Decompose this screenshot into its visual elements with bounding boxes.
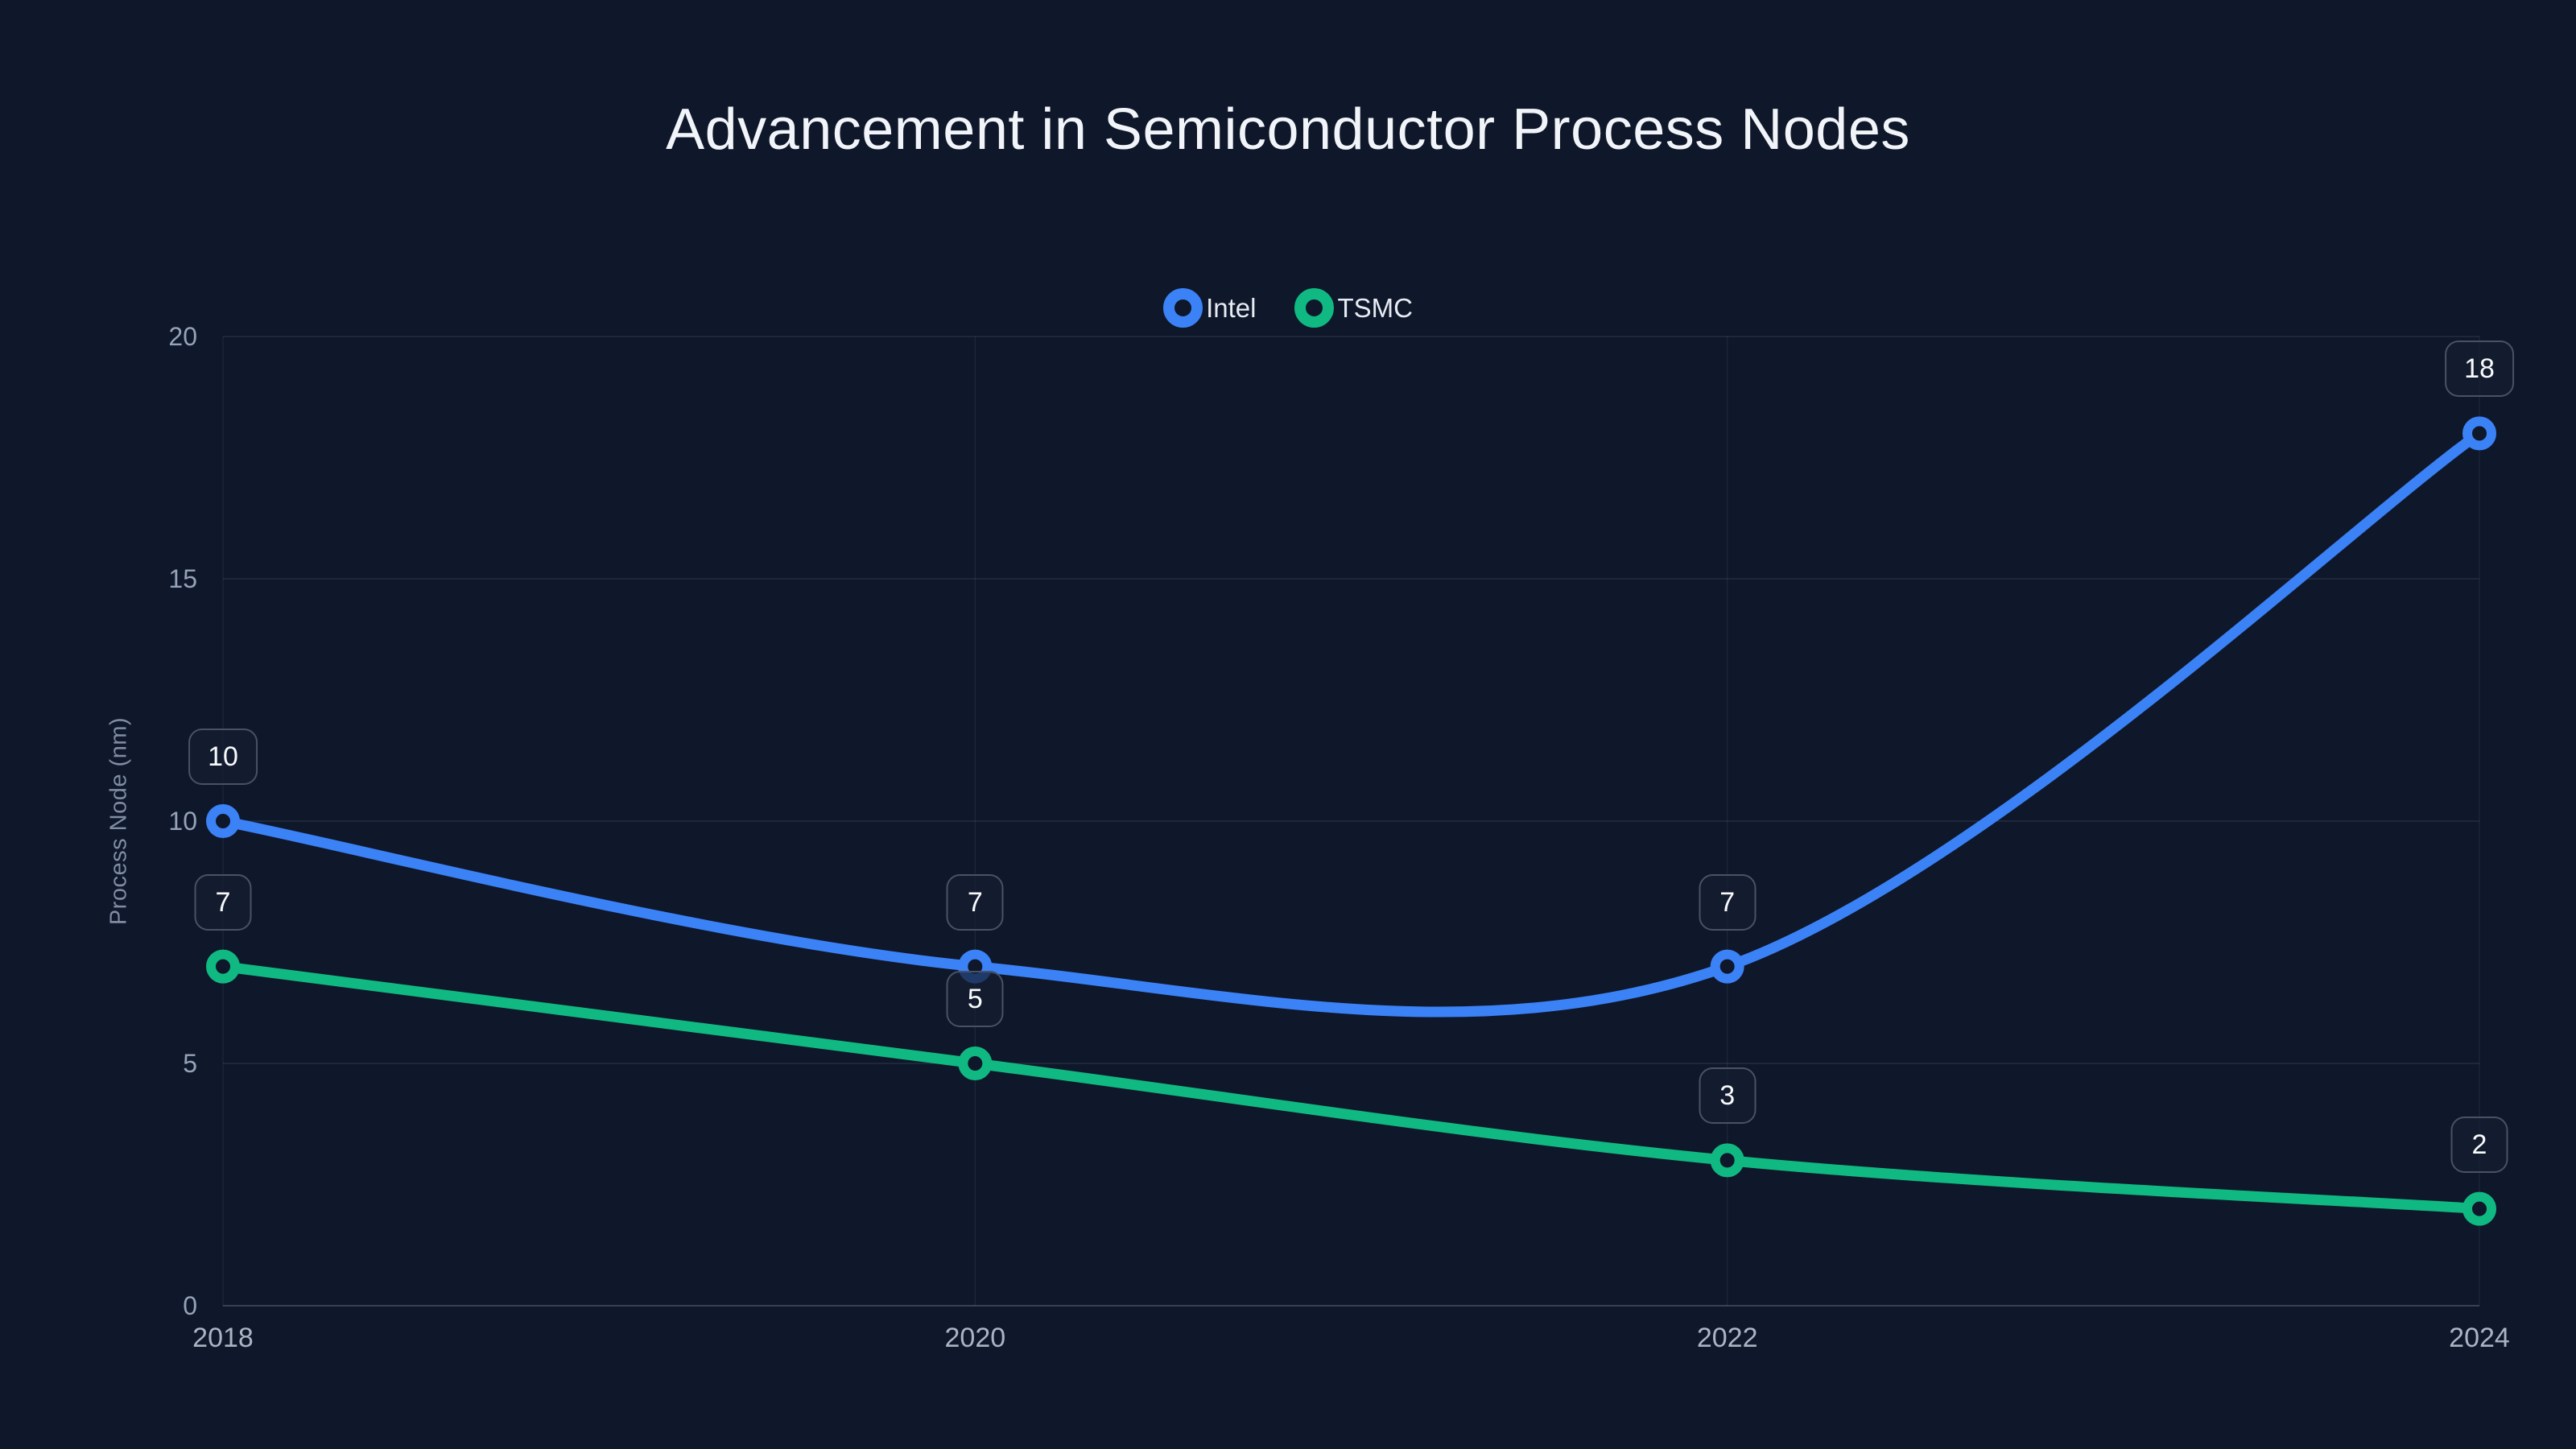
point-label-tsmc-2022: 3 bbox=[1699, 1067, 1757, 1125]
y-tick-15: 15 bbox=[168, 564, 197, 593]
chart-title: Advancement in Semiconductor Process Nod… bbox=[666, 97, 1910, 162]
y-tick-20: 20 bbox=[168, 322, 197, 351]
point-label-tsmc-2018: 7 bbox=[194, 873, 252, 931]
point-label-intel-2024: 18 bbox=[2445, 341, 2514, 398]
point-label-intel-2020: 7 bbox=[946, 873, 1004, 931]
legend-marker-intel-icon bbox=[1163, 287, 1203, 328]
point-tsmc-2018[interactable] bbox=[206, 949, 240, 984]
x-tick-2020: 2020 bbox=[944, 1323, 1006, 1353]
x-tick-2024: 2024 bbox=[2449, 1323, 2510, 1353]
y-tick-5: 5 bbox=[183, 1049, 197, 1078]
legend-item-intel[interactable]: Intel bbox=[1163, 287, 1257, 328]
point-label-tsmc-2024: 2 bbox=[2450, 1116, 2508, 1173]
x-tick-2022: 2022 bbox=[1696, 1323, 1758, 1353]
point-label-intel-2018: 10 bbox=[188, 729, 258, 785]
point-intel-2022[interactable] bbox=[1710, 949, 1744, 984]
legend-label-intel: Intel bbox=[1206, 292, 1257, 323]
point-intel-2018[interactable] bbox=[206, 804, 240, 838]
point-intel-2024[interactable] bbox=[2462, 416, 2496, 451]
point-tsmc-2020[interactable] bbox=[958, 1046, 993, 1080]
legend-marker-tsmc-icon bbox=[1294, 287, 1335, 328]
point-label-tsmc-2020: 5 bbox=[946, 971, 1004, 1027]
legend: Intel TSMC bbox=[0, 287, 2576, 328]
legend-label-tsmc: TSMC bbox=[1337, 292, 1413, 323]
legend-item-tsmc[interactable]: TSMC bbox=[1294, 287, 1413, 328]
series-line-tsmc bbox=[217, 961, 2485, 1215]
point-tsmc-2022[interactable] bbox=[1710, 1143, 1744, 1178]
point-tsmc-2024[interactable] bbox=[2462, 1191, 2496, 1226]
x-tick-2018: 2018 bbox=[192, 1323, 254, 1353]
y-tick-10: 10 bbox=[168, 807, 197, 836]
series-line-intel bbox=[217, 427, 2485, 1018]
y-tick-0: 0 bbox=[183, 1291, 197, 1320]
point-label-intel-2022: 7 bbox=[1699, 873, 1757, 931]
